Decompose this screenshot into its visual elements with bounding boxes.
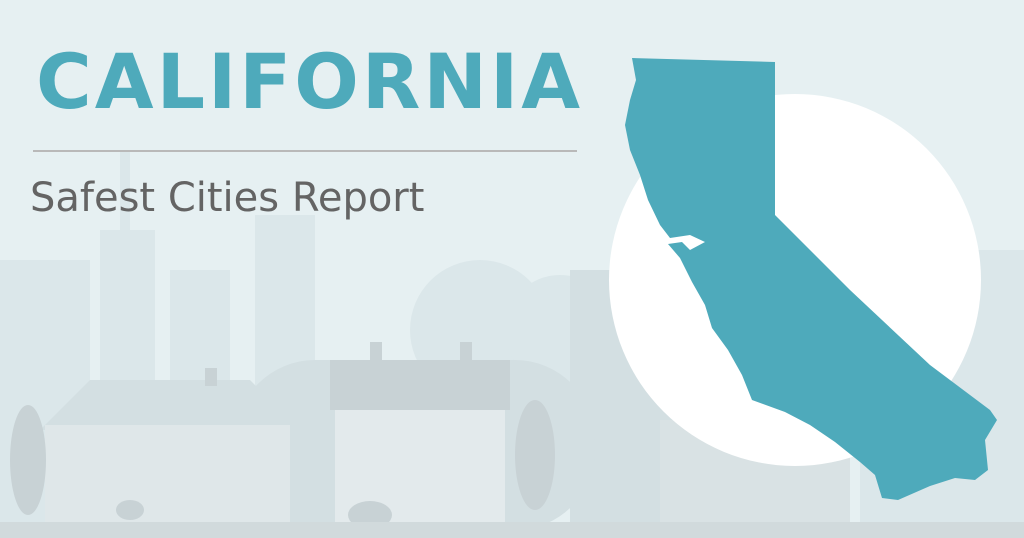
page-title: CALIFORNIA xyxy=(36,37,584,126)
page-subtitle: Safest Cities Report xyxy=(30,175,425,221)
divider xyxy=(33,150,577,152)
houses-illustration xyxy=(40,270,850,530)
california-map-icon xyxy=(625,58,997,500)
